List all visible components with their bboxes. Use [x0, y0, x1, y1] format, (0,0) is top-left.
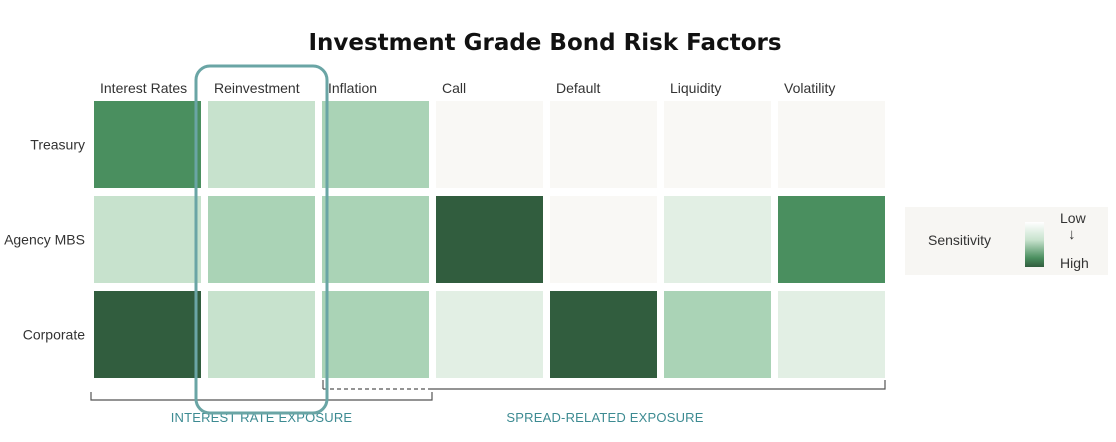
legend-arrow-icon: ↓: [1068, 226, 1076, 243]
cell-corporate-volatility: [778, 291, 885, 378]
chart-title: Investment Grade Bond Risk Factors: [308, 30, 782, 56]
column-label-interest-rates: Interest Rates: [100, 80, 187, 96]
cell-treasury-default: [550, 101, 657, 188]
cell-corporate-call: [436, 291, 543, 378]
cell-corporate-default: [550, 291, 657, 378]
group-label-spread-related-exposure: SPREAD-RELATED EXPOSURE: [506, 410, 703, 425]
row-label-corporate: Corporate: [23, 327, 85, 343]
cell-agency-mbs-volatility: [778, 196, 885, 283]
column-label-call: Call: [442, 80, 466, 96]
cell-agency-mbs-default: [550, 196, 657, 283]
cell-treasury-interest-rates: [94, 101, 201, 188]
legend-title: Sensitivity: [928, 232, 992, 248]
cell-treasury-inflation: [322, 101, 429, 188]
cell-agency-mbs-inflation: [322, 196, 429, 283]
cell-agency-mbs-call: [436, 196, 543, 283]
highlight-frame-reinvestment: [194, 64, 329, 415]
heatmap-cells: [94, 101, 885, 378]
group-brackets: INTEREST RATE EXPOSURE SPREAD-RELATED EXP…: [90, 380, 886, 425]
cell-corporate-liquidity: [664, 291, 771, 378]
column-label-inflation: Inflation: [328, 80, 377, 96]
cell-treasury-volatility: [778, 101, 885, 188]
spread-bracket-right: [432, 380, 886, 390]
cell-corporate-reinvestment: [208, 291, 315, 378]
column-label-default: Default: [556, 80, 600, 96]
cell-agency-mbs-interest-rates: [94, 196, 201, 283]
cell-treasury-liquidity: [664, 101, 771, 188]
row-label-agency-mbs: Agency MBS: [4, 232, 85, 248]
row-labels: Treasury Agency MBS Corporate: [4, 137, 85, 343]
row-label-treasury: Treasury: [30, 137, 85, 153]
interest-rate-bracket: [90, 392, 433, 401]
column-label-volatility: Volatility: [784, 80, 835, 96]
legend-low-label: Low: [1060, 210, 1086, 226]
legend-high-label: High: [1060, 255, 1089, 271]
cell-treasury-call: [436, 101, 543, 188]
column-label-liquidity: Liquidity: [670, 80, 721, 96]
legend-gradient-bar: [1025, 222, 1044, 267]
cell-agency-mbs-liquidity: [664, 196, 771, 283]
cell-corporate-inflation: [322, 291, 429, 378]
cell-corporate-interest-rates: [94, 291, 201, 378]
column-label-reinvestment: Reinvestment: [214, 80, 300, 96]
highlight-frame: [194, 64, 329, 415]
column-labels: Interest Rates Reinvestment Inflation Call D…: [100, 80, 835, 96]
sensitivity-legend: Sensitivity Low ↓ High: [905, 207, 1108, 275]
cell-treasury-reinvestment: [208, 101, 315, 188]
cell-agency-mbs-reinvestment: [208, 196, 315, 283]
